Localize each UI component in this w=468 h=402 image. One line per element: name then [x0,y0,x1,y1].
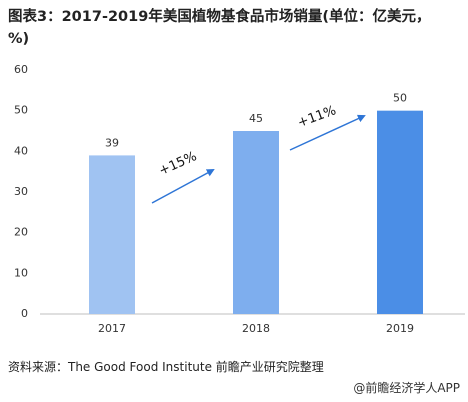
y-tick-label: 10 [14,266,28,279]
growth-annotation: +11% [296,103,339,131]
growth-arrow [151,169,215,204]
x-tick-label: 2017 [98,322,126,335]
y-tick-label: 40 [14,144,28,157]
y-tick-label: 50 [14,104,28,117]
data-label: 50 [393,92,407,105]
y-tick-label: 60 [14,63,28,76]
x-tick-label: 2018 [242,322,270,335]
y-tick-label: 30 [14,185,28,198]
growth-arrow [289,114,366,151]
y-tick-label: 20 [14,226,28,239]
x-tick-label: 2019 [386,322,414,335]
growth-annotation: +15% [157,149,199,179]
bar [233,131,279,314]
footer-credit: @前瞻经济学人APP [353,381,460,395]
data-label: 45 [249,112,263,125]
bar [377,110,423,315]
data-label: 39 [105,136,119,149]
source-note: 资料来源：The Good Food Institute 前瞻产业研究院整理 [8,360,324,374]
bar [89,155,135,314]
chart-title: 图表3：2017-2019年美国植物基食品市场销量(单位：亿美元，%) [8,9,431,47]
y-tick-label: 0 [21,307,28,320]
